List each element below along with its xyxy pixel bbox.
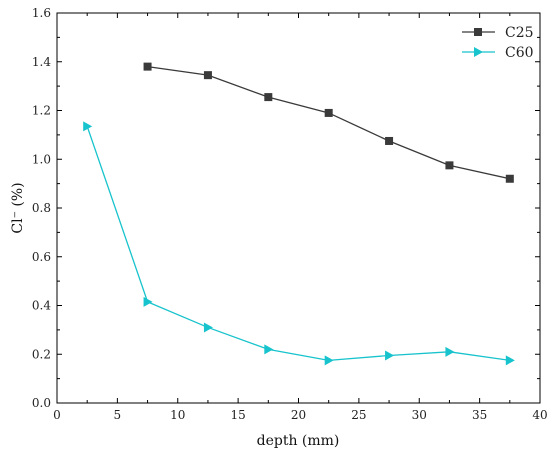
legend-label-c25: C25 <box>505 25 534 41</box>
x-tick-label: 35 <box>472 408 487 422</box>
x-tick-label: 5 <box>114 408 122 422</box>
x-tick-label: 15 <box>230 408 245 422</box>
x-axis-title: depth (mm) <box>257 433 340 449</box>
legend-label-c60: C60 <box>505 45 534 61</box>
y-tick-label: 1.4 <box>32 55 51 69</box>
y-tick-label: 1.0 <box>32 152 51 166</box>
data-point-c60 <box>445 346 455 357</box>
data-point-c60 <box>324 355 334 366</box>
x-tick-label: 10 <box>170 408 185 422</box>
data-point-c25 <box>143 62 152 71</box>
data-point-c25 <box>203 71 212 80</box>
data-point-c60 <box>143 296 153 307</box>
y-tick-label: 0.6 <box>32 250 51 264</box>
data-point-c25 <box>505 174 514 183</box>
y-tick-label: 0.2 <box>32 347 51 361</box>
y-tick-labels: 0.0 0.2 0.4 0.6 0.8 1.0 1.2 1.4 1.6 <box>32 6 51 410</box>
data-point-c25 <box>324 108 333 117</box>
data-point-c25 <box>385 136 394 145</box>
data-point-c60 <box>264 344 274 355</box>
data-point-c60 <box>83 121 93 132</box>
data-point-c60 <box>203 322 213 333</box>
y-axis-title: Cl⁻ (%) <box>10 182 26 233</box>
x-tick-label: 25 <box>351 408 366 422</box>
plot-frame <box>56 12 541 404</box>
y-tick-label: 0.0 <box>32 396 51 410</box>
series-layer <box>83 62 515 366</box>
y-tick-label: 1.6 <box>32 6 51 20</box>
x-tick-label: 30 <box>412 408 427 422</box>
axis-ticks <box>56 12 541 404</box>
y-tick-label: 1.2 <box>32 104 51 118</box>
y-tick-label: 0.8 <box>32 201 51 215</box>
y-tick-label: 0.4 <box>32 299 51 313</box>
x-tick-labels: 0 5 10 15 20 25 30 35 40 <box>53 408 547 422</box>
legend-marker-c60 <box>474 47 483 57</box>
data-point-c25 <box>264 93 273 102</box>
data-point-c25 <box>445 161 454 170</box>
legend-marker-c25 <box>474 28 482 36</box>
x-tick-label: 40 <box>532 408 547 422</box>
data-point-c60 <box>505 355 515 366</box>
x-tick-label: 0 <box>53 408 61 422</box>
x-tick-label: 20 <box>291 408 306 422</box>
data-point-c60 <box>385 350 395 361</box>
series-line-c60 <box>86 126 510 361</box>
